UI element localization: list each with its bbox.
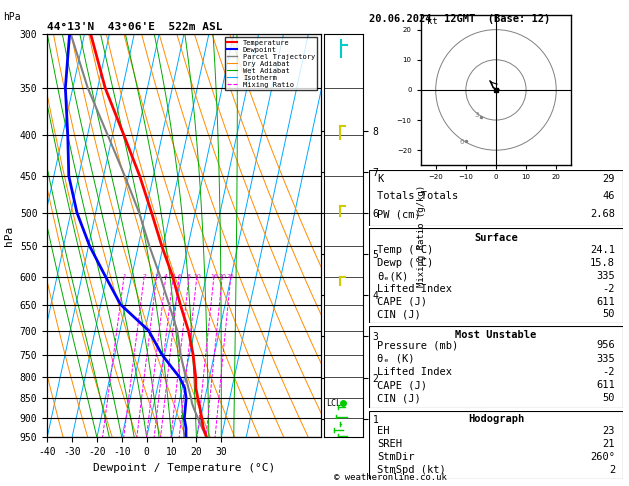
Text: © weatheronline.co.uk: © weatheronline.co.uk <box>333 473 447 482</box>
Y-axis label: Mixing Ratio (g/kg): Mixing Ratio (g/kg) <box>418 185 426 287</box>
Text: 50: 50 <box>603 393 615 403</box>
Text: θₑ (K): θₑ (K) <box>377 354 415 364</box>
Text: 21: 21 <box>603 439 615 449</box>
Text: 16: 16 <box>210 274 218 279</box>
Text: Pressure (mb): Pressure (mb) <box>377 341 458 350</box>
Text: 2: 2 <box>609 466 615 475</box>
Y-axis label: km
ASL: km ASL <box>344 236 362 257</box>
Text: Temp (°C): Temp (°C) <box>377 245 433 256</box>
Text: 6: 6 <box>177 274 181 279</box>
Text: 3: 3 <box>155 274 159 279</box>
Text: 20.06.2024  12GMT  (Base: 12): 20.06.2024 12GMT (Base: 12) <box>369 14 550 24</box>
Text: Most Unstable: Most Unstable <box>455 330 537 340</box>
Text: 29: 29 <box>603 174 615 184</box>
Text: Dewp (°C): Dewp (°C) <box>377 258 433 268</box>
Text: CAPE (J): CAPE (J) <box>377 296 427 307</box>
Text: 20: 20 <box>218 274 226 279</box>
Text: -2: -2 <box>603 284 615 294</box>
Text: EH: EH <box>377 426 389 435</box>
Text: 44°13'N  43°06'E  522m ASL: 44°13'N 43°06'E 522m ASL <box>47 22 223 32</box>
Text: CIN (J): CIN (J) <box>377 393 421 403</box>
Text: PW (cm): PW (cm) <box>377 209 421 219</box>
Text: 335: 335 <box>596 354 615 364</box>
Text: 8: 8 <box>187 274 191 279</box>
Text: CIN (J): CIN (J) <box>377 310 421 319</box>
Text: 5: 5 <box>171 274 175 279</box>
Text: 611: 611 <box>596 380 615 390</box>
Text: K: K <box>377 174 383 184</box>
Text: kt: kt <box>426 17 437 26</box>
Text: SREH: SREH <box>377 439 402 449</box>
Text: Lifted Index: Lifted Index <box>377 367 452 377</box>
Text: 2.68: 2.68 <box>590 209 615 219</box>
Text: -2: -2 <box>603 367 615 377</box>
Text: θₑ(K): θₑ(K) <box>377 271 408 281</box>
Text: 4: 4 <box>164 274 168 279</box>
Text: StmSpd (kt): StmSpd (kt) <box>377 466 445 475</box>
Text: 50: 50 <box>603 310 615 319</box>
Text: 24.1: 24.1 <box>590 245 615 256</box>
Text: 25: 25 <box>227 274 235 279</box>
Text: 1: 1 <box>122 274 126 279</box>
Text: 46: 46 <box>603 191 615 201</box>
Text: Lifted Index: Lifted Index <box>377 284 452 294</box>
Text: 956: 956 <box>596 341 615 350</box>
Legend: Temperature, Dewpoint, Parcel Trajectory, Dry Adiabat, Wet Adiabat, Isotherm, Mi: Temperature, Dewpoint, Parcel Trajectory… <box>225 37 317 90</box>
Text: StmDir: StmDir <box>377 452 415 462</box>
Text: 3: 3 <box>475 112 479 118</box>
Text: 335: 335 <box>596 271 615 281</box>
Text: 2: 2 <box>142 274 146 279</box>
Text: Totals Totals: Totals Totals <box>377 191 458 201</box>
Text: Hodograph: Hodograph <box>468 414 524 424</box>
Text: hPa: hPa <box>3 12 21 22</box>
Text: 23: 23 <box>603 426 615 435</box>
Text: 611: 611 <box>596 296 615 307</box>
Text: 10: 10 <box>193 274 201 279</box>
Y-axis label: hPa: hPa <box>4 226 14 246</box>
Text: LCL: LCL <box>326 399 341 408</box>
Text: 6: 6 <box>460 139 464 145</box>
Text: Surface: Surface <box>474 233 518 243</box>
X-axis label: Dewpoint / Temperature (°C): Dewpoint / Temperature (°C) <box>93 463 275 473</box>
Text: CAPE (J): CAPE (J) <box>377 380 427 390</box>
Text: 260°: 260° <box>590 452 615 462</box>
Text: 15.8: 15.8 <box>590 258 615 268</box>
